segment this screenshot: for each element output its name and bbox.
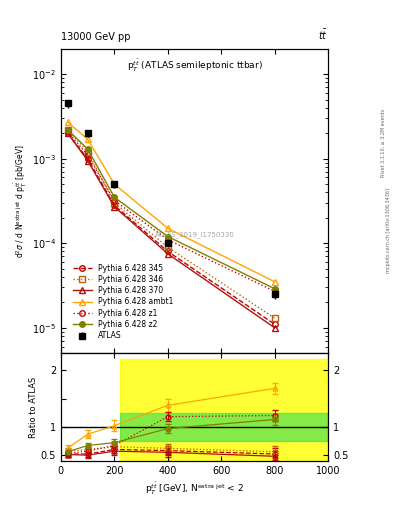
- Pythia 6.428 z1: [85, 152, 90, 158]
- Pythia 6.428 z1: [65, 129, 70, 135]
- Text: mcplots.cern.ch [arXiv:1306.3436]: mcplots.cern.ch [arXiv:1306.3436]: [386, 188, 391, 273]
- Pythia 6.428 370: [272, 325, 277, 331]
- Line: Pythia 6.428 346: Pythia 6.428 346: [65, 127, 277, 321]
- Pythia 6.428 z2: [65, 126, 70, 133]
- Text: Rivet 3.1.10, ≥ 3.2M events: Rivet 3.1.10, ≥ 3.2M events: [381, 109, 386, 178]
- Pythia 6.428 ambt1: [165, 225, 170, 231]
- Pythia 6.428 370: [65, 130, 70, 136]
- Pythia 6.428 ambt1: [112, 181, 117, 187]
- Pythia 6.428 z2: [272, 286, 277, 292]
- Pythia 6.428 370: [112, 204, 117, 210]
- Legend: Pythia 6.428 345, Pythia 6.428 346, Pythia 6.428 370, Pythia 6.428 ambt1, Pythia: Pythia 6.428 345, Pythia 6.428 346, Pyth…: [73, 264, 173, 340]
- Pythia 6.428 345: [272, 321, 277, 327]
- Line: Pythia 6.428 370: Pythia 6.428 370: [65, 131, 277, 331]
- Pythia 6.428 z1: [165, 237, 170, 243]
- Pythia 6.428 ambt1: [85, 136, 90, 142]
- Pythia 6.428 346: [85, 149, 90, 155]
- Pythia 6.428 ambt1: [272, 279, 277, 285]
- X-axis label: p$_T^{t\bar{t}}$ [GeV], N$^{\mathrm{extra\ jet}}$ < 2: p$_T^{t\bar{t}}$ [GeV], N$^{\mathrm{extr…: [145, 481, 244, 498]
- Line: Pythia 6.428 z1: Pythia 6.428 z1: [65, 129, 277, 294]
- Pythia 6.428 345: [165, 248, 170, 254]
- Bar: [120, 413, 328, 441]
- Line: Pythia 6.428 345: Pythia 6.428 345: [65, 131, 277, 327]
- Pythia 6.428 346: [65, 126, 70, 133]
- Pythia 6.428 346: [272, 315, 277, 321]
- Pythia 6.428 345: [65, 130, 70, 136]
- Pythia 6.428 345: [112, 202, 117, 208]
- Pythia 6.428 z2: [165, 233, 170, 240]
- Text: ATLAS_2019_I1750330: ATLAS_2019_I1750330: [154, 231, 235, 238]
- Pythia 6.428 z1: [272, 288, 277, 294]
- Y-axis label: Ratio to ATLAS: Ratio to ATLAS: [29, 376, 38, 438]
- Pythia 6.428 370: [85, 158, 90, 164]
- Pythia 6.428 z1: [112, 198, 117, 204]
- Pythia 6.428 370: [165, 251, 170, 257]
- Pythia 6.428 346: [165, 244, 170, 250]
- Text: $t\bar{t}$: $t\bar{t}$: [318, 28, 328, 42]
- Pythia 6.428 ambt1: [65, 119, 70, 125]
- Y-axis label: d$^2\sigma$ / d N$^{\mathrm{extra\ jet}}$ d p$_T^{t\bar{t}}$ [pb/GeV]: d$^2\sigma$ / d N$^{\mathrm{extra\ jet}}…: [13, 144, 29, 258]
- Pythia 6.428 z2: [85, 146, 90, 152]
- Pythia 6.428 346: [112, 200, 117, 206]
- Text: p$_T^{t\bar{t}}$ (ATLAS semileptonic ttbar): p$_T^{t\bar{t}}$ (ATLAS semileptonic ttb…: [127, 58, 263, 74]
- Line: Pythia 6.428 ambt1: Pythia 6.428 ambt1: [65, 119, 277, 285]
- Bar: [120, 359, 328, 461]
- Line: Pythia 6.428 z2: Pythia 6.428 z2: [65, 127, 277, 291]
- Pythia 6.428 345: [85, 156, 90, 162]
- Text: 13000 GeV pp: 13000 GeV pp: [61, 32, 130, 42]
- Pythia 6.428 z2: [112, 194, 117, 200]
